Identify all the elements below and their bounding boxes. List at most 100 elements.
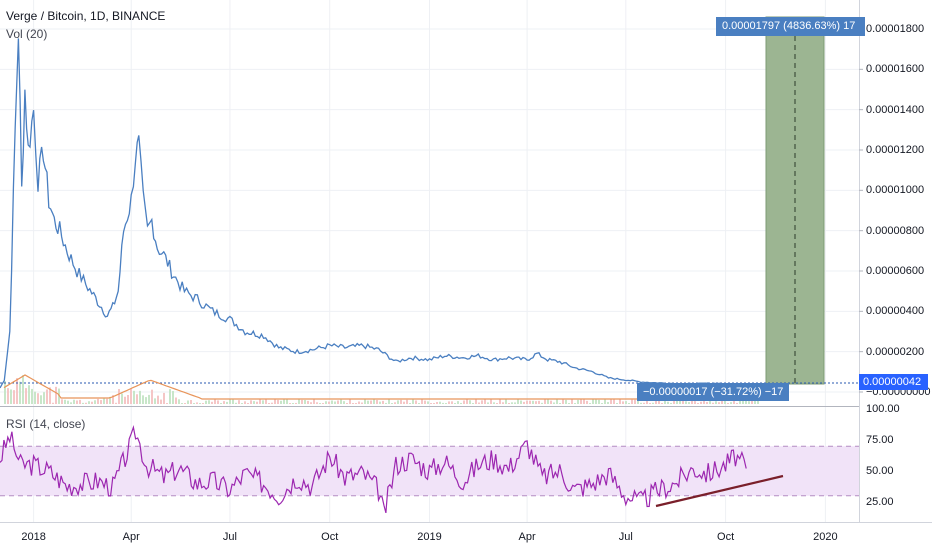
volume-bar [172,391,174,404]
time-tick-label: Apr [518,531,536,543]
volume-bar [700,401,702,404]
volume-bar [34,391,36,404]
volume-bar [22,375,24,404]
volume-bar [310,402,312,404]
volume-bar [4,381,6,404]
volume-bar [574,403,576,404]
volume-bar [724,399,726,404]
volume-bar [118,389,120,404]
volume-bar [652,402,654,404]
volume-bar [181,403,183,404]
volume-bar [682,399,684,404]
volume-bar [16,378,18,404]
volume-bar [316,402,318,404]
volume-bar [154,398,156,404]
volume-bar [436,402,438,404]
volume-bar [571,399,573,404]
volume-bar [190,400,192,404]
volume-bar [703,398,705,404]
volume-bar [631,399,633,404]
volume-bar [220,403,222,404]
volume-bar [346,403,348,404]
volume-bar [514,402,516,404]
volume-bar [463,400,465,404]
volume-bar [469,400,471,404]
volume-bar [589,403,591,404]
volume-bar [400,399,402,404]
volume-bar [430,403,432,404]
volume-bar [70,402,72,404]
volume-bar [577,399,579,404]
volume-bar [553,402,555,404]
volume-bar [361,402,363,404]
rsi-series-line [0,424,747,514]
volume-bar [367,400,369,404]
volume-bar [640,402,642,404]
volume-bar [169,389,171,404]
rsi-indicator-label[interactable]: RSI (14, close) [6,417,86,431]
volume-bar [256,401,258,404]
volume-bar [157,395,159,404]
volume-bar [583,398,585,404]
volume-bar [634,399,636,404]
volume-bar [343,401,345,404]
volume-bar [508,403,510,404]
volume-bar [502,402,504,404]
volume-bar [454,403,456,404]
volume-bar [49,387,51,404]
volume-bar [646,399,648,404]
volume-bar [661,403,663,404]
volume-bar [649,403,651,404]
volume-bar [439,401,441,404]
time-tick-label: Jul [222,531,237,543]
volume-bar [142,395,144,404]
volume-bar [13,390,15,404]
volume-bar [676,400,678,404]
volume-bar [52,402,54,404]
volume-bar [532,400,534,404]
volume-bar [184,403,186,404]
volume-bar [55,386,57,404]
volume-bar [628,403,630,404]
volume-bar [568,403,570,404]
volume-bar [7,388,9,404]
volume-bar [325,401,327,404]
volume-bar [397,400,399,404]
volume-bar [163,392,165,404]
volume-bar [472,403,474,404]
volume-bar [151,389,153,404]
volume-bar [697,403,699,404]
volume-bar [187,400,189,404]
volume-bar [673,400,675,404]
volume-bar [319,403,321,404]
volume-bar [109,396,111,404]
volume-bar [148,394,150,404]
volume-bar [115,402,117,404]
volume-bar [550,400,552,404]
rsi-tick-label: 75.00 [866,434,894,446]
volume-bar [211,401,213,404]
price-tick-label: 0.00000800 [866,224,925,237]
volume-bar [94,400,96,404]
volume-bar [145,397,147,404]
volume-bar [688,402,690,404]
time-tick-label: 2019 [417,531,442,543]
volume-bar [499,399,501,404]
chart-title[interactable]: Verge / Bitcoin, 1D, BINANCE [6,9,166,23]
volume-bar [67,400,69,404]
rsi-tick-label: 50.00 [866,465,894,477]
time-tick-label: Jul [618,531,633,543]
volume-bar [505,398,507,404]
volume-bar [736,402,738,404]
time-tick-label: 2018 [21,531,46,543]
volume-bar [613,398,615,404]
volume-bar [712,402,714,404]
volume-bar [91,401,93,404]
volume-bar [283,399,285,404]
volume-bar [97,398,99,404]
volume-bar [538,400,540,404]
volume-bar [40,395,42,404]
rsi-tick-label: 100.00 [866,403,900,415]
rsi-trendline[interactable] [655,474,784,508]
volume-indicator-label[interactable]: Vol (20) [6,27,48,41]
